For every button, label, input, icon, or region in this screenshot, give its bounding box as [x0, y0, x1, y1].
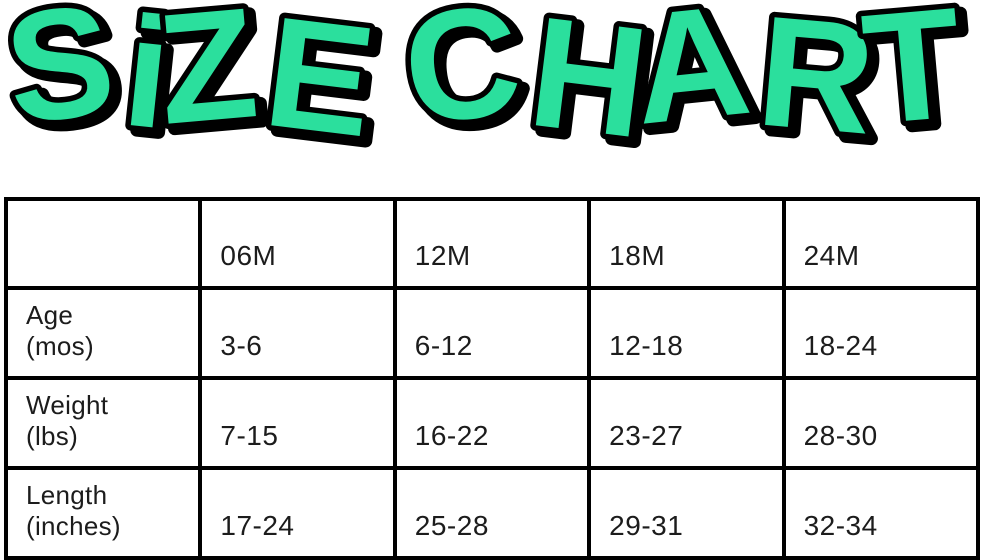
- table-row-length: Length (inches) 17-24 25-28 29-31 32-34: [3, 466, 981, 560]
- row-label-length: Length (inches): [3, 466, 203, 560]
- row-label-age: Age (mos): [3, 286, 203, 380]
- cell-age-18m: 12-18: [587, 286, 786, 380]
- row-label-line1: Length: [26, 480, 108, 510]
- corner-cell: [3, 197, 203, 290]
- table-row-weight: Weight (lbs) 7-15 16-22 23-27 28-30: [3, 376, 981, 470]
- title-shadow-text: SiZE CHART: [3, 0, 975, 165]
- page-title: SiZE CHART SiZE CHART: [0, 0, 984, 165]
- cell-weight-24m: 28-30: [781, 376, 981, 470]
- cell-length-12m: 25-28: [392, 466, 592, 560]
- cell-weight-18m: 23-27: [587, 376, 786, 470]
- title-art: SiZE CHART SiZE CHART: [0, 0, 981, 165]
- row-label-line2: (mos): [26, 331, 94, 361]
- cell-weight-12m: 16-22: [392, 376, 592, 470]
- cell-length-18m: 29-31: [587, 466, 786, 560]
- size-chart-table: 06M 12M 18M 24M Age (mos) 3-6 6-12 12-18…: [3, 197, 981, 560]
- title-text: SiZE CHART: [0, 0, 969, 165]
- cell-age-06m: 3-6: [198, 286, 397, 380]
- row-label-weight: Weight (lbs): [3, 376, 203, 470]
- row-label-line2: (lbs): [26, 421, 79, 451]
- row-label-line1: Age: [26, 300, 74, 330]
- cell-age-24m: 18-24: [781, 286, 981, 380]
- cell-weight-06m: 7-15: [198, 376, 397, 470]
- cell-length-24m: 32-34: [781, 466, 981, 560]
- table-row-age: Age (mos) 3-6 6-12 12-18 18-24: [3, 286, 981, 380]
- row-label-line1: Weight: [26, 390, 109, 420]
- column-header-06m: 06M: [198, 197, 397, 290]
- column-header-18m: 18M: [587, 197, 786, 290]
- column-header-12m: 12M: [392, 197, 592, 290]
- row-label-line2: (inches): [26, 511, 121, 541]
- cell-length-06m: 17-24: [198, 466, 397, 560]
- column-header-24m: 24M: [781, 197, 981, 290]
- table-header-row: 06M 12M 18M 24M: [3, 197, 981, 290]
- cell-age-12m: 6-12: [392, 286, 592, 380]
